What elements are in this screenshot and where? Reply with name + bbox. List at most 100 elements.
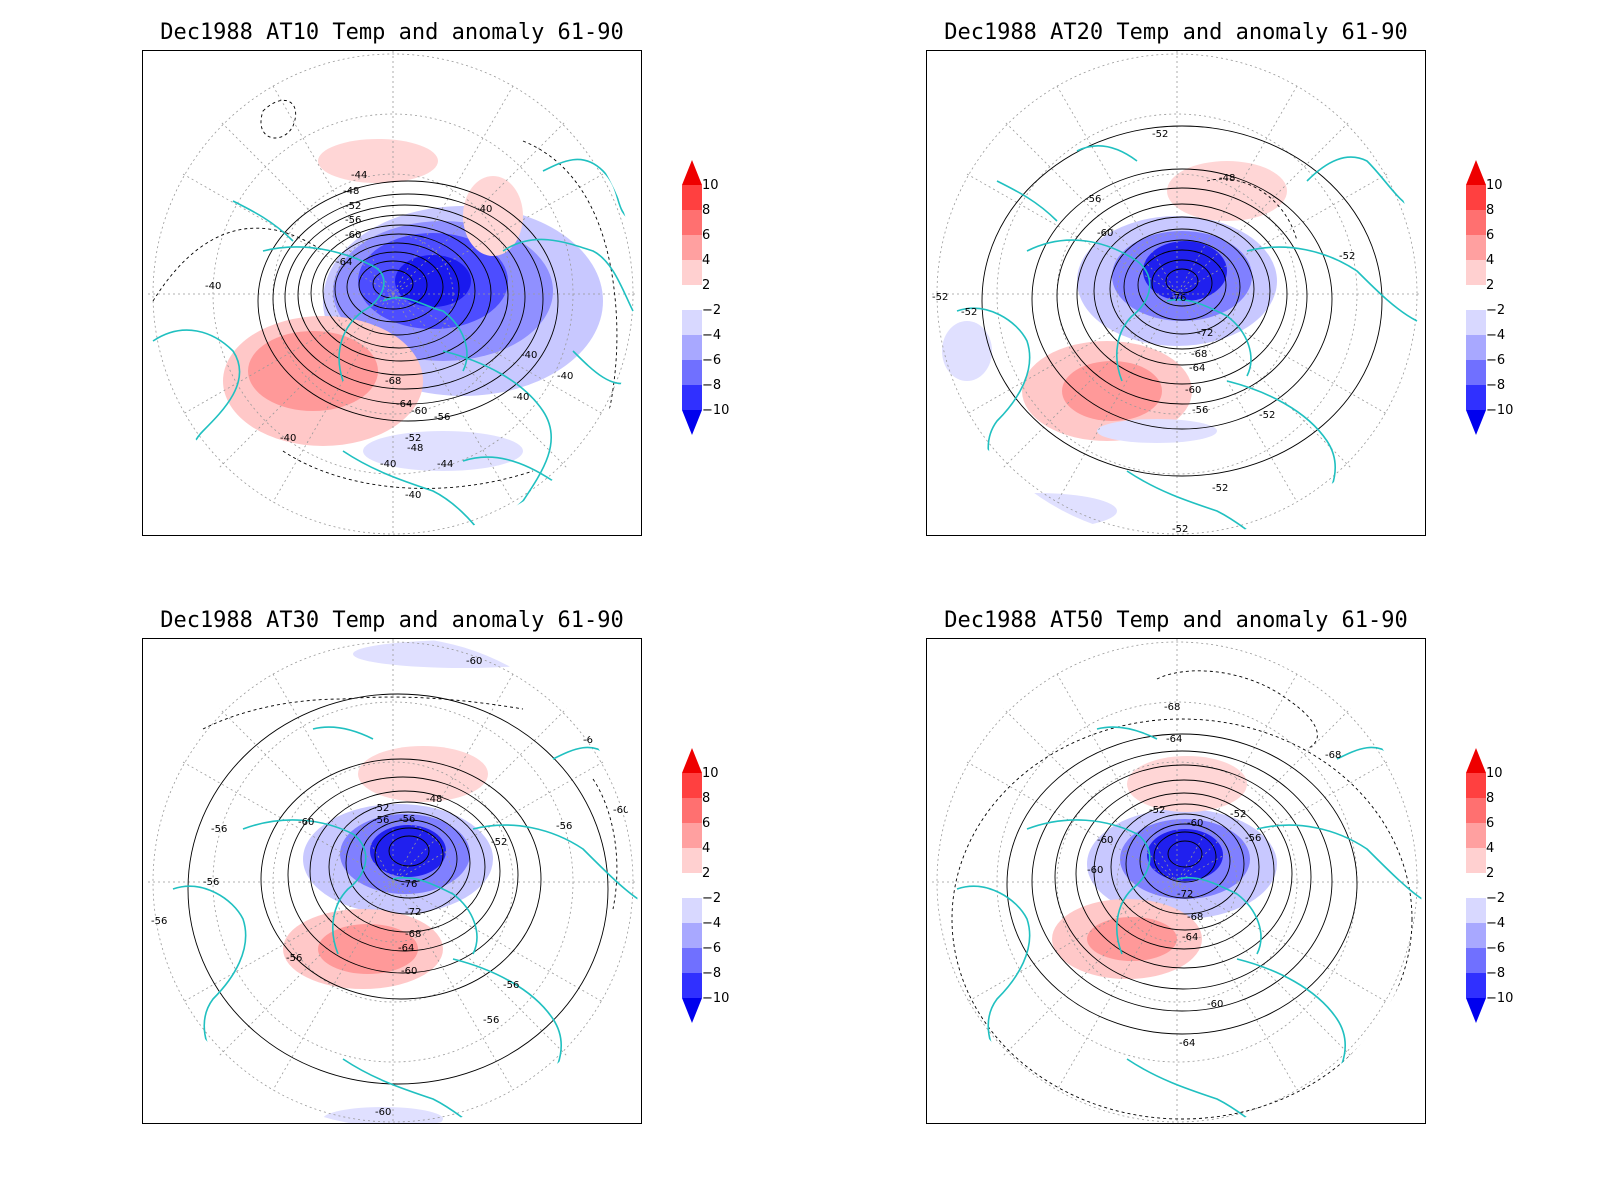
colorbar-arrow-bottom (682, 410, 702, 435)
colorbar-tick: 2 (702, 866, 711, 881)
contour-label: -64 (336, 257, 352, 268)
negative-anomaly-core (370, 825, 446, 877)
colorbar-tick: 4 (1486, 253, 1495, 268)
colorbar: 10 8 6 4 2 −2 −4 −6 −8 −10 (682, 748, 752, 1023)
contour-label: -56 (286, 953, 302, 964)
contour-label: -48 (426, 794, 442, 805)
contour-label: -52 (405, 433, 421, 444)
colorbar-tick: −4 (702, 328, 722, 343)
colorbar-svg (1466, 160, 1486, 435)
contour-label: -52 (1149, 805, 1165, 816)
colorbar-tick: −10 (1486, 403, 1514, 418)
colorbar: 10 8 6 4 2 −2 −4 −6 −8 −10 (682, 160, 752, 435)
negative-anomaly-region (942, 321, 992, 381)
contour-label: -52 (1230, 809, 1246, 820)
contour-label: -40 (280, 433, 296, 444)
contour-label: -56 (399, 814, 415, 825)
positive-anomaly-region (318, 139, 438, 183)
colorbar-tick: 4 (1486, 841, 1495, 856)
colorbar-tick: −8 (1486, 378, 1506, 393)
colorbar-tick: 4 (702, 253, 711, 268)
colorbar-tick: 2 (1486, 278, 1495, 293)
contour-label: -40 (476, 204, 492, 215)
positive-anomaly-region (463, 176, 523, 256)
contour-label: -76 (401, 879, 417, 890)
colorbar-tick: −8 (702, 966, 722, 981)
panel-title: Dec1988 AT10 Temp and anomaly 61-90 (160, 20, 624, 45)
colorbar: 10 8 6 4 2 −2 −4 −6 −8 −10 (1466, 160, 1536, 435)
colorbar-svg (1466, 748, 1486, 1023)
positive-anomaly-region (1087, 917, 1177, 961)
panel-title: Dec1988 AT20 Temp and anomaly 61-90 (944, 20, 1408, 45)
colorbar-tick: 6 (702, 816, 711, 831)
contour-label: -72 (1177, 889, 1193, 900)
contour-label: -48 (407, 443, 423, 454)
colorbar-arrow-bottom (682, 998, 702, 1023)
contour-label: -68 (385, 376, 401, 387)
contour-label: -60 (1097, 228, 1113, 239)
positive-anomaly-region (1062, 361, 1162, 421)
negative-anomaly-core (1147, 829, 1223, 881)
contour-label: -52 (491, 837, 507, 848)
colorbar-tick: 2 (1486, 866, 1495, 881)
colorbar-tick: −8 (1486, 966, 1506, 981)
contour-label: -52 (373, 803, 389, 814)
contour-label: -68 (1191, 349, 1207, 360)
panel-at20: Dec1988 AT20 Temp and anomaly 61-90 (926, 20, 1600, 580)
negative-anomaly-region (957, 493, 1117, 529)
map-svg: -60 -60 -60 -56 -60 -52 -56 -56 -48 -52 … (148, 639, 638, 1123)
contour-label: -60 (1087, 865, 1103, 876)
negative-anomaly-region (363, 431, 523, 471)
contour-label: -68 (1164, 702, 1180, 713)
colorbar-tick: 6 (1486, 816, 1495, 831)
colorbar-arrow-top (1466, 160, 1486, 185)
contour-label: -44 (437, 459, 453, 470)
colorbar-tick: 8 (702, 203, 711, 218)
colorbar-tick: 10 (702, 766, 719, 781)
colorbar-svg (682, 748, 702, 1023)
contour-label: -60 (1207, 999, 1223, 1010)
contour-label: -60 (1185, 385, 1201, 396)
panel-title: Dec1988 AT50 Temp and anomaly 61-90 (944, 608, 1408, 633)
colorbar-tick: −6 (702, 353, 722, 368)
contour-label: -60 (1187, 818, 1203, 829)
contour-label: -40 (405, 490, 421, 501)
contour-label: -60 (345, 230, 361, 241)
colorbar-tick: −2 (1486, 891, 1506, 906)
negative-anomaly-region (323, 1107, 443, 1123)
colorbar-tick: −8 (702, 378, 722, 393)
colorbar-tick: −2 (702, 303, 722, 318)
colorbar-tick: −6 (1486, 941, 1506, 956)
contour-label: -60 (298, 817, 314, 828)
polar-map: -52 -56 -60 -48 -52 -52 -52 -76 -72 -68 … (926, 50, 1426, 536)
panel-at50: Dec1988 AT50 Temp and anomaly 61-90 (926, 608, 1600, 1168)
contour-label: -40 (528, 509, 544, 520)
contour-label: -40 (557, 371, 573, 382)
colorbar-arrow-top (1466, 748, 1486, 773)
contour-label: -72 (405, 907, 421, 918)
colorbar-arrow-top (682, 748, 702, 773)
contour-label: -60 (613, 805, 629, 816)
contour-label: -64 (1166, 734, 1182, 745)
map-svg: -68 -64 -68 -52 -52 -60 -56 -60 -60 -72 … (932, 639, 1422, 1123)
colorbar-tick: 6 (1486, 228, 1495, 243)
positive-anomaly-region (1167, 161, 1287, 221)
colorbar-tick: −6 (1486, 353, 1506, 368)
contour-label: -68 (1187, 912, 1203, 923)
contour-label: -56 (203, 877, 219, 888)
panel-at30: Dec1988 AT30 Temp and anomaly 61-90 (142, 608, 842, 1168)
colorbar-tick: 4 (702, 841, 711, 856)
colorbar-tick: 10 (1486, 178, 1503, 193)
colorbar-tick: 8 (702, 791, 711, 806)
contour-label: -56 (434, 412, 450, 423)
colorbar-tick: −4 (702, 916, 722, 931)
contour-label: -52 (1339, 251, 1355, 262)
colorbar-arrow-bottom (1466, 998, 1486, 1023)
colorbar-tick: 2 (702, 278, 711, 293)
contour-label: -52 (345, 201, 361, 212)
contour-label: -52 (1259, 410, 1275, 421)
colorbar-tick: −10 (702, 991, 730, 1006)
colorbar-arrow-bottom (1466, 410, 1486, 435)
contour-label: -56 (211, 824, 227, 835)
contour-label: -52 (1152, 129, 1168, 140)
